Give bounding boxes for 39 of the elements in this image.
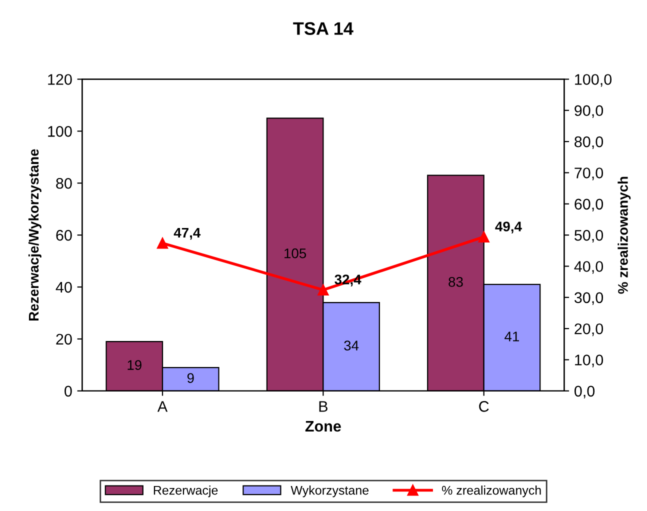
data-label: 19 — [128, 360, 142, 370]
y2-tick-label: 100,0 — [575, 74, 612, 87]
y2-tick-label: 60,0 — [574, 198, 604, 212]
point — [478, 231, 490, 242]
y-tick-label: 100 — [48, 126, 72, 137]
y-tick-label: 120 — [48, 74, 72, 85]
legend-label: Wykorzystane — [290, 486, 369, 498]
data-label: 47,4 — [174, 228, 201, 240]
y2-tick-label: 20,0 — [574, 323, 604, 336]
data-label: 9 — [187, 373, 194, 383]
y2-tick-label: 30,0 — [574, 292, 604, 305]
data-label: 49,4 — [495, 222, 522, 234]
point — [318, 284, 329, 296]
x-tick-label: B — [319, 401, 328, 412]
y2-axis-title: % zrealizowanych — [618, 176, 631, 294]
chart-title: TSA 14 — [293, 22, 354, 35]
y2-tick-label: 50,0 — [574, 230, 604, 243]
y-tick-label: 20 — [56, 334, 72, 345]
x-tick-label: A — [157, 401, 168, 412]
data-label: 41 — [504, 332, 520, 342]
data-label: 34 — [344, 340, 359, 350]
x-axis-title: Zone — [305, 420, 341, 432]
y-tick-label: 80 — [56, 178, 72, 189]
y2-tick-label: 10,0 — [575, 354, 604, 368]
data-label: 105 — [284, 248, 306, 258]
y-tick-label: 40 — [56, 282, 72, 293]
y-axis-title: Rezerwacje/Wykorzystane — [28, 149, 42, 320]
point — [156, 238, 168, 249]
y-tick-label: 0 — [64, 386, 72, 397]
y2-tick-label: 80,0 — [574, 136, 604, 150]
y2-tick-label: 0,0 — [574, 386, 595, 398]
y2-tick-label: 70,0 — [574, 168, 604, 180]
legend-label: % zrealizowanych — [442, 486, 541, 498]
y-tick-label: 60 — [56, 230, 72, 241]
legend-label: Rezerwacje — [154, 486, 218, 498]
x-tick-label: C — [479, 401, 489, 412]
y2-tick-label: 90,0 — [574, 105, 604, 118]
data-label: 83 — [448, 277, 463, 287]
y2-tick-label: 40,0 — [574, 261, 604, 274]
